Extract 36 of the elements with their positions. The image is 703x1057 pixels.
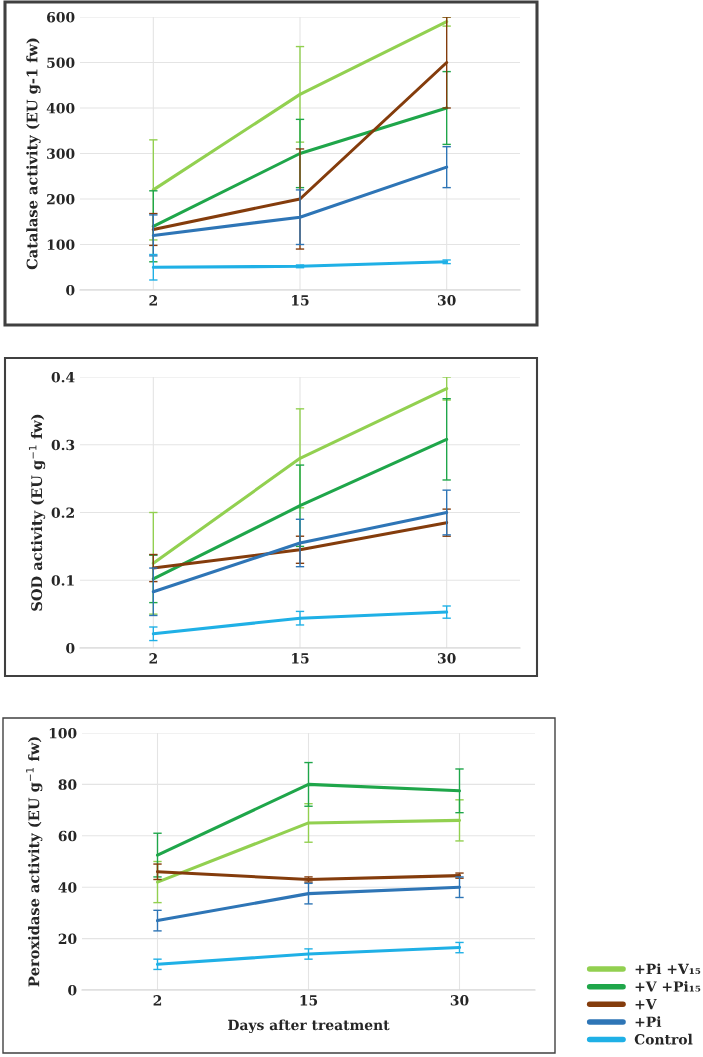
y-tick-label: 0 — [68, 984, 77, 996]
legend-label: +V — [635, 999, 657, 1010]
y-axis-title: SOD activity (EU g$^{−1}$ fw) — [28, 414, 46, 611]
x-tick-label: 2 — [149, 295, 157, 306]
x-tick-label: 15 — [300, 995, 318, 1006]
y-tick-label: 80 — [58, 779, 77, 790]
x-tick-label: 30 — [437, 295, 456, 306]
y-tick-label: 0.1 — [51, 575, 74, 586]
y-tick-label: 0 — [66, 642, 75, 654]
legend-label: +Pi — [635, 1016, 662, 1027]
y-tick-label: 20 — [58, 933, 77, 945]
y-tick-label: 0.4 — [51, 371, 75, 383]
x-tick-label: 15 — [292, 295, 309, 306]
x-tick-label: 30 — [437, 653, 456, 664]
x-tick-label: 2 — [153, 995, 162, 1006]
y-tick-label: 100 — [49, 727, 77, 739]
y-tick-label: 60 — [58, 830, 77, 842]
x-tick-label: 30 — [450, 995, 469, 1006]
y-tick-label: 0 — [66, 284, 75, 296]
legend-label: Control — [634, 1033, 693, 1045]
legend-label: +Pi +V₁₅ — [635, 963, 701, 975]
y-tick-label: 40 — [58, 882, 77, 893]
y-tick-label: 500 — [47, 57, 75, 68]
y-tick-label: 600 — [47, 11, 75, 23]
y-tick-label: 200 — [47, 193, 75, 205]
y-tick-label: 400 — [46, 102, 75, 114]
y-axis-title: Peroxidase activity (EU g$^{−1}$ fw) — [26, 737, 43, 987]
y-tick-label: 100 — [47, 239, 75, 250]
legend-label: +V +Pi₁₅ — [635, 981, 701, 992]
x-tick-label: 15 — [292, 653, 309, 664]
x-axis-title: Days after treatment — [228, 1019, 390, 1034]
x-tick-label: 2 — [149, 653, 157, 664]
y-tick-label: 0.3 — [51, 439, 75, 451]
y-tick-label: 300 — [47, 148, 75, 159]
y-tick-label: 0.2 — [51, 507, 74, 518]
y-axis-title: Catalase activity (EU g-1 fw) — [26, 38, 41, 270]
